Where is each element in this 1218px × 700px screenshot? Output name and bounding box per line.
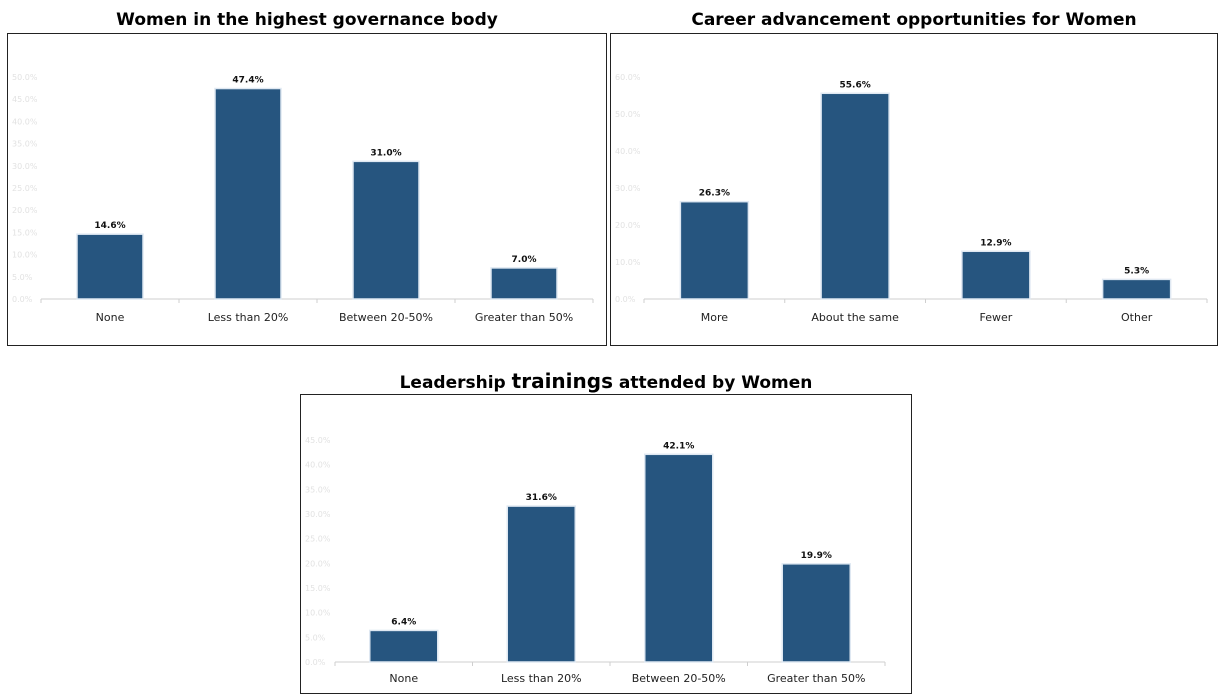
bar xyxy=(352,160,420,300)
x-tick-label: Greater than 50% xyxy=(767,672,865,685)
bar xyxy=(1101,278,1172,300)
data-label: 14.6% xyxy=(94,221,125,231)
x-tick-label: Between 20-50% xyxy=(632,672,726,685)
y-tick-label: 40.0% xyxy=(615,147,641,156)
y-tick-label: 20.0% xyxy=(615,221,641,230)
data-label: 12.9% xyxy=(980,238,1011,248)
y-tick-label: 40.0% xyxy=(12,117,38,126)
x-tick-label: Less than 20% xyxy=(208,311,289,324)
x-tick-label: None xyxy=(96,311,125,324)
data-label: 26.3% xyxy=(699,189,730,199)
data-label: 5.3% xyxy=(1124,266,1149,276)
bar xyxy=(644,453,714,663)
x-tick-label: Fewer xyxy=(979,311,1012,324)
y-tick-label: 60.0% xyxy=(615,73,641,82)
chart-frame: 0.0% 10.0% 20.0% 30.0% 40.0% 50.0% 60.0% 26.3% M… xyxy=(610,33,1218,346)
bar-chart: 0.0% 5.0% 10.0% 15.0% 20.0% 25.0% 30.0% 35.0% 40… xyxy=(12,73,594,324)
y-tick-label: 25.0% xyxy=(12,184,38,193)
bar-chart: 0.0% 5.0% 10.0% 15.0% 20.0% 25.0% 30.0% 35.0% 40… xyxy=(305,436,886,685)
chart-title: Women in the highest governance body xyxy=(116,10,498,30)
chart-frame: 0.0% 5.0% 10.0% 15.0% 20.0% 25.0% 30.0% 35.0% 40… xyxy=(7,33,607,346)
y-tick-label: 30.0% xyxy=(12,162,38,171)
y-tick-label: 35.0% xyxy=(12,140,38,149)
bar xyxy=(76,233,144,300)
y-tick-label: 45.0% xyxy=(305,436,331,445)
y-tick-label: 50.0% xyxy=(615,110,641,119)
data-label: 55.6% xyxy=(840,80,871,90)
y-tick-label: 30.0% xyxy=(305,510,331,519)
x-tick-label: About the same xyxy=(811,311,899,324)
bar xyxy=(679,200,750,300)
data-label: 7.0% xyxy=(512,255,537,265)
y-tick-label: 5.0% xyxy=(12,273,33,282)
x-tick-label: None xyxy=(389,672,418,685)
chart-title-part: attended by Women xyxy=(612,373,813,393)
y-tick-label: 20.0% xyxy=(12,206,38,215)
chart-title-part: Leadership xyxy=(399,373,512,393)
bar xyxy=(214,87,282,300)
chart-title-emphasis: trainings xyxy=(511,369,613,393)
y-tick-label: 10.0% xyxy=(615,258,641,267)
bar xyxy=(781,563,851,663)
bar xyxy=(369,629,439,663)
y-tick-label: 5.0% xyxy=(305,633,326,642)
data-label: 47.4% xyxy=(232,76,263,86)
data-label: 19.9% xyxy=(801,551,832,561)
chart-title: Career advancement opportunities for Wom… xyxy=(691,10,1137,30)
y-tick-label: 10.0% xyxy=(305,609,331,618)
y-tick-label: 0.0% xyxy=(615,295,636,304)
bar xyxy=(506,505,576,663)
data-label: 31.0% xyxy=(370,148,401,158)
chart-frame: 0.0% 5.0% 10.0% 15.0% 20.0% 25.0% 30.0% 35.0% 40… xyxy=(300,394,912,694)
x-tick-label: Between 20-50% xyxy=(339,311,433,324)
data-label: 42.1% xyxy=(663,441,694,451)
bar-chart: 0.0% 10.0% 20.0% 30.0% 40.0% 50.0% 60.0% 26.3% M… xyxy=(615,73,1208,324)
bar xyxy=(820,92,890,300)
bar xyxy=(961,250,1031,300)
y-tick-label: 25.0% xyxy=(305,535,331,544)
y-tick-label: 10.0% xyxy=(12,251,38,260)
y-tick-label: 45.0% xyxy=(12,95,38,104)
y-tick-label: 20.0% xyxy=(305,559,331,568)
data-label: 6.4% xyxy=(391,617,416,627)
y-tick-label: 0.0% xyxy=(305,658,326,667)
x-tick-label: Other xyxy=(1121,311,1153,324)
chart-title: Leadership trainings attended by Women xyxy=(300,369,912,393)
data-label: 31.6% xyxy=(526,493,557,503)
bar xyxy=(490,267,558,300)
y-tick-label: 15.0% xyxy=(305,584,331,593)
y-tick-label: 30.0% xyxy=(615,184,641,193)
x-tick-label: Less than 20% xyxy=(501,672,582,685)
y-tick-label: 40.0% xyxy=(305,461,331,470)
y-tick-label: 50.0% xyxy=(12,73,38,82)
x-tick-label: More xyxy=(701,311,729,324)
y-tick-label: 15.0% xyxy=(12,228,38,237)
y-tick-label: 35.0% xyxy=(305,485,331,494)
y-tick-label: 0.0% xyxy=(12,295,33,304)
x-tick-label: Greater than 50% xyxy=(475,311,573,324)
